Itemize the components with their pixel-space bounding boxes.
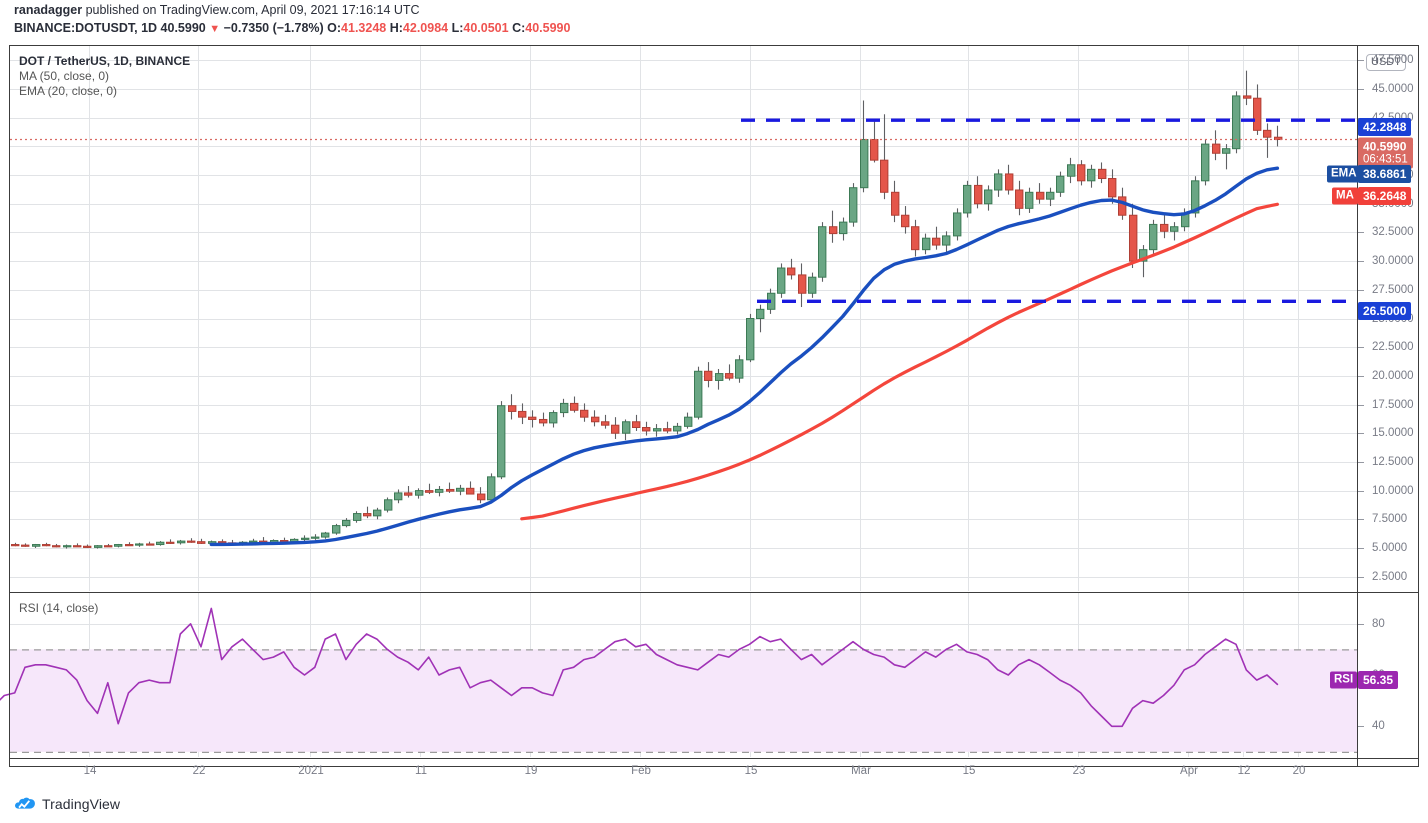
tradingview-footer[interactable]: TradingView [14,796,120,812]
price-tick-label: 32.5000 [1372,226,1414,239]
ma-value-tag: 36.2648 [1358,187,1412,205]
rsi-tick [1358,726,1364,727]
rsi-tick-label: 80 [1372,617,1385,630]
price-tick [1358,548,1364,549]
price-tick [1358,60,1364,61]
publish-info: ranadagger published on TradingView.com,… [14,3,420,18]
price-axis-divider [1357,45,1358,767]
tradingview-brand-label: TradingView [42,796,121,812]
price-tick-label: 20.0000 [1372,369,1414,382]
chart-frame [9,45,1419,767]
price-tick-label: 12.5000 [1372,455,1414,468]
rsi-badge: RSI [1330,671,1358,689]
time-tick-label: Mar [851,765,871,777]
publish-text: published on TradingView.com, April 09, … [85,3,420,17]
price-change: −0.7350 (−1.78%) [223,21,324,35]
price-tick-label: 2.5000 [1372,570,1408,583]
close-value: 40.5990 [525,21,571,35]
price-tick [1358,462,1364,463]
rsi-tick-label: 40 [1372,720,1385,733]
last-price-tag-value: 40.5990 [1363,139,1407,154]
time-tick-label: 2021 [298,765,324,777]
time-tick-label: 14 [83,765,97,777]
last-price-value: 40.5990 [160,21,206,35]
price-tick-label: 47.5000 [1372,54,1414,67]
legend-symbol-title: DOT / TetherUS, 1D, BINANCE [19,54,191,68]
time-tick-label: 12 [1237,765,1251,777]
ma-badge: MA [1332,187,1358,205]
price-tick [1358,261,1364,262]
rsi-value-tag: 56.35 [1358,671,1399,689]
time-tick-label: 22 [192,765,206,777]
time-tick-label: Feb [631,765,651,777]
price-tick-label: 17.5000 [1372,398,1414,411]
currency-badge: USDT [1366,54,1406,71]
price-tick [1358,376,1364,377]
author-name: ranadagger [14,3,83,17]
price-down-arrow-icon: ▼ [209,23,221,35]
price-tick-label: 15.0000 [1372,427,1414,440]
legend-rsi: RSI (14, close) [19,601,99,615]
price-tick-label: 27.5000 [1372,283,1414,296]
time-tick-label: Apr [1180,765,1198,777]
time-tick-label: 23 [1072,765,1086,777]
price-tick [1358,347,1364,348]
price-tick [1358,519,1364,520]
time-tick-label: 19 [524,765,538,777]
open-label: O: [327,21,342,35]
price-tick [1358,405,1364,406]
price-tick [1358,290,1364,291]
price-tick [1358,232,1364,233]
support-price-tag: 26.5000 [1358,302,1412,320]
close-label: C: [512,21,526,35]
price-tick [1358,491,1364,492]
last-price-tag: 40.5990 06:43:51 [1358,137,1413,169]
price-tick-label: 10.0000 [1372,484,1414,497]
legend-ma: MA (50, close, 0) [19,69,110,83]
ema-badge: EMA [1327,165,1361,183]
low-label: L: [451,21,464,35]
time-tick-label: 15 [962,765,976,777]
time-tick-label: 20 [1292,765,1306,777]
high-value: 42.0984 [402,21,449,35]
symbol-label: BINANCE:DOTUSDT, 1D [14,21,158,35]
low-value: 40.0501 [463,21,509,35]
price-tick [1358,577,1364,578]
bar-countdown: 06:43:51 [1363,153,1408,166]
price-tick [1358,89,1364,90]
price-tick [1358,433,1364,434]
price-tick-label: 30.0000 [1372,255,1414,268]
tradingview-logo-icon [15,797,35,809]
price-tick-label: 7.5000 [1372,513,1408,526]
time-tick-label: 11 [415,765,427,777]
pane-divider [9,592,1419,593]
time-tick-label: 15 [744,765,758,777]
main-pane-legend: DOT / TetherUS, 1D, BINANCE MA (50, clos… [19,54,190,99]
open-value: 41.3248 [341,21,387,35]
symbol-quote-line: BINANCE:DOTUSDT, 1D 40.5990 ▼ −0.7350 (−… [14,21,570,37]
price-tick-label: 5.0000 [1372,541,1408,554]
rsi-pane-legend: RSI (14, close) [19,601,98,616]
legend-ema: EMA (20, close, 0) [19,84,118,98]
resistance-price-tag: 42.2848 [1358,118,1412,136]
high-label: H: [389,21,403,35]
ema-value-tag: 38.6861 [1358,165,1412,183]
rsi-tick [1358,624,1364,625]
time-axis-divider [9,758,1419,759]
price-tick-label: 45.0000 [1372,83,1414,96]
price-tick-label: 22.5000 [1372,341,1414,354]
